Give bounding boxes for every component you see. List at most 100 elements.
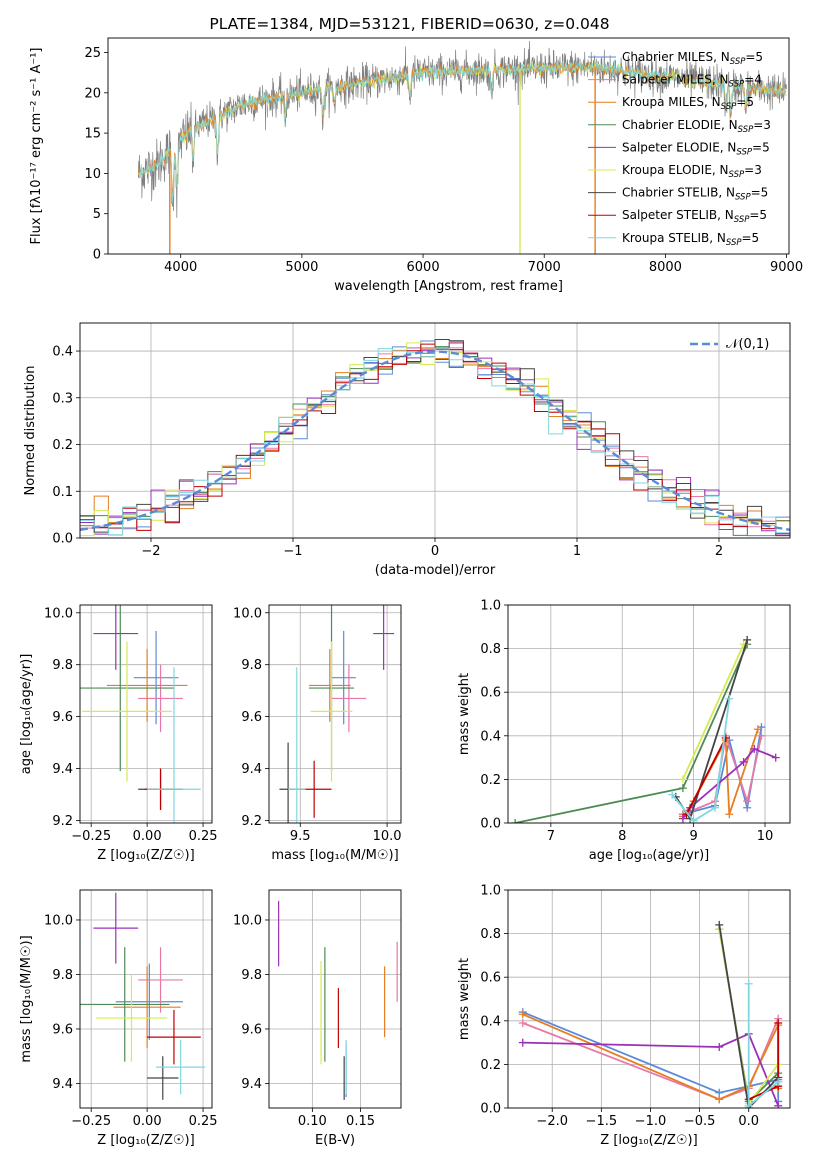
axis-label-x: mass [log₁₀(M/M☉)]	[271, 848, 398, 863]
axis-label-x: Z [log₁₀(Z/Z☉)]	[97, 1133, 194, 1148]
tick-label-x: −0.25	[71, 1114, 111, 1129]
legend-label: Chabrier ELODIE, NSSP=3	[622, 118, 771, 135]
weight-marker	[743, 635, 752, 644]
weight-marker	[725, 810, 734, 819]
axis-label-y: age [log₁₀(age/yr)]	[19, 654, 34, 775]
histogram-step	[80, 343, 790, 534]
plot-area	[137, 40, 787, 254]
tick-label-x: −0.25	[71, 829, 111, 844]
tick-label-x: −2	[141, 544, 160, 559]
tick-label-y: 0.8	[480, 642, 501, 657]
panel-weight_vs_Z: −2.0 −1.5 −1.0 −0.5 0.0 0.0 0.2 0.4 0.6 0.8 1.0 Z […	[457, 884, 791, 1148]
tick-label-x: 10.0	[373, 829, 402, 844]
weight-marker	[715, 920, 724, 929]
tick-label-y: 9.4	[52, 762, 73, 777]
weight-line	[514, 643, 749, 823]
panel-age_vs_mass: 9.5 10.0 9.2 9.4 9.6 9.8 10.0 mass [log₁₀(M/M☉)…	[233, 604, 402, 863]
tick-label-x: 0.00	[133, 829, 162, 844]
tick-label-y: 0.2	[480, 1058, 501, 1073]
weight-marker	[774, 1018, 783, 1027]
weight-marker	[721, 733, 730, 742]
weight-marker	[711, 803, 720, 812]
axes-frame	[507, 604, 791, 824]
axes-frame	[79, 889, 213, 1109]
axes-frame	[107, 37, 790, 255]
tick-label-y: 0.8	[480, 927, 501, 942]
panel-weight_vs_age: 7 8 9 10 0.0 0.2 0.4 0.6 0.8 1.0 age [log₁₀(age/yr…	[457, 599, 791, 863]
axes-frame	[507, 889, 791, 1109]
tick-label-x: 1	[573, 544, 581, 559]
weight-line	[718, 924, 779, 1108]
axis-label-y: mass weight	[457, 673, 472, 755]
plot-area	[278, 900, 398, 1100]
axes-frame	[79, 604, 213, 824]
tick-label-y: 15	[84, 127, 101, 142]
weight-marker	[743, 797, 752, 806]
tick-label-x: 9.5	[290, 829, 311, 844]
legend-label: Chabrier MILES, NSSP=5	[622, 50, 763, 67]
tick-label-y: 1.0	[480, 599, 501, 614]
tick-label-x: 0.10	[298, 1114, 327, 1129]
weight-marker	[678, 784, 687, 793]
axis-label-x: Z [log₁₀(Z/Z☉)]	[97, 848, 194, 863]
legend-label: Salpeter ELODIE, NSSP=5	[622, 140, 770, 157]
tick-label-y: 9.6	[241, 710, 262, 725]
tick-label-x: −0.5	[684, 1114, 716, 1129]
tick-label-y: 10.0	[233, 606, 262, 621]
tick-label-y: 9.4	[52, 1077, 73, 1092]
tick-label-y: 9.4	[241, 1077, 262, 1092]
tick-label-y: 0.4	[480, 1014, 501, 1029]
axis-label-x: E(B-V)	[315, 1133, 355, 1148]
axis-label-x: Z [log₁₀(Z/Z☉)]	[600, 1133, 697, 1148]
tick-label-x: 0.25	[189, 1114, 218, 1129]
tick-label-y: 10.0	[233, 913, 262, 928]
tick-label-y: 10	[84, 167, 101, 182]
weight-line	[682, 643, 745, 780]
weight-marker	[774, 1101, 783, 1108]
axis-label-x: (data-model)/error	[375, 563, 496, 578]
weight-marker	[753, 725, 762, 734]
tick-label-y: 9.2	[52, 814, 73, 829]
tick-label-x: 0.15	[346, 1114, 375, 1129]
tick-label-y: 20	[84, 86, 101, 101]
tick-label-x: −2.0	[536, 1114, 568, 1129]
weight-line	[671, 698, 731, 822]
axis-label-y: Normed distribution	[23, 366, 38, 496]
axes-frame	[79, 322, 791, 539]
tick-label-y: 0.0	[480, 1102, 501, 1117]
tick-label-y: 9.6	[241, 1022, 262, 1037]
weight-marker	[678, 775, 687, 784]
weight-marker	[518, 1018, 527, 1027]
weight-marker	[511, 819, 520, 823]
weight-marker	[668, 790, 677, 799]
weight-marker	[750, 744, 759, 753]
weight-marker	[725, 694, 734, 703]
tick-label-y: 0.2	[480, 773, 501, 788]
tick-label-y: 0.0	[480, 817, 501, 832]
legend-label: Kroupa MILES, NSSP=5	[622, 95, 754, 112]
tick-label-x: 7000	[528, 260, 561, 275]
axes-frame	[268, 604, 402, 824]
axis-label-x: wavelength [Angstrom, rest frame]	[334, 279, 563, 294]
weight-marker	[715, 1042, 724, 1051]
panel-mass_vs_EBV: 0.10 0.15 9.4 9.6 9.8 10.0 E(B-V)	[233, 889, 402, 1148]
tick-label-y: 0.0	[52, 532, 73, 547]
legend-label: Chabrier STELIB, NSSP=5	[622, 186, 768, 203]
plot-area	[279, 605, 395, 823]
tick-label-x: 9000	[770, 260, 803, 275]
weight-marker	[744, 979, 753, 988]
plot-area	[80, 605, 201, 823]
tick-label-y: 0.4	[480, 729, 501, 744]
tick-label-x: 2	[715, 544, 723, 559]
weight-marker	[715, 1095, 724, 1104]
axis-label-y: Flux [fλ10⁻¹⁷ erg cm⁻² s⁻¹ A⁻¹]	[29, 48, 44, 245]
legend-label: Kroupa STELIB, NSSP=5	[622, 231, 759, 248]
axis-label-x: age [log₁₀(age/yr)]	[589, 848, 710, 863]
weight-line	[522, 1032, 780, 1107]
tick-label-y: 0.6	[480, 971, 501, 986]
tick-label-x: 9	[689, 829, 697, 844]
tick-label-x: 8000	[649, 260, 682, 275]
tick-label-x: 6000	[407, 260, 440, 275]
tick-label-x: −1.5	[586, 1114, 618, 1129]
